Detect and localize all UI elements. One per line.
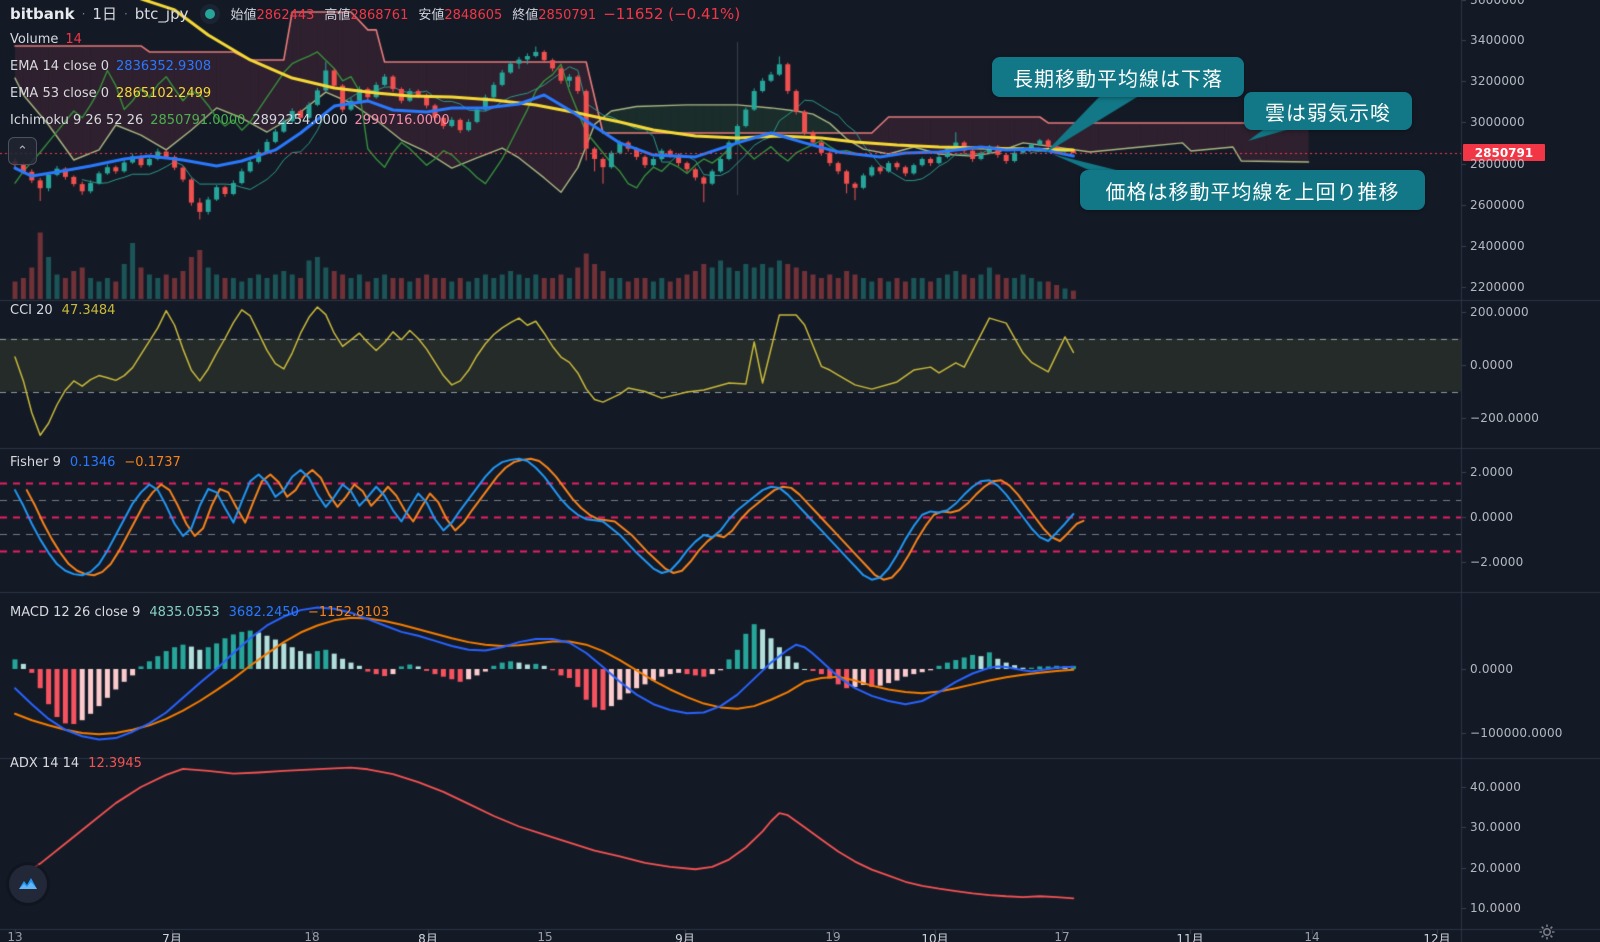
ohlc-value: 2868761 (350, 8, 409, 23)
ichimoku-label: Ichimoku 9 26 52 26 (10, 113, 144, 128)
ohlc-item: 始値2862443 (231, 4, 315, 23)
ohlc-value: 2862443 (256, 8, 315, 23)
price-axis-label: 2800000 (1470, 157, 1525, 171)
annotation-cloud-bearish[interactable]: 雲は弱気示唆 (1244, 92, 1412, 130)
ohlc-label: 終値 (512, 8, 539, 23)
adx-pane-header[interactable]: ADX 14 14 12.3945 (10, 756, 142, 771)
ema14-value: 2836352.9308 (116, 59, 212, 74)
macd-signal-value: −1152.8103 (307, 605, 390, 620)
ohlc-label: 始値 (230, 8, 257, 23)
time-axis-label: 8月 (418, 932, 438, 942)
ema53-label: EMA 53 close 0 (10, 86, 110, 101)
volume-value: 14 (65, 32, 82, 47)
ichimoku-indicator-row[interactable]: Ichimoku 9 26 52 26 2850791.0000 2892254… (10, 113, 450, 128)
pane-collapse-button[interactable]: ⌃ (8, 137, 37, 165)
fisher-axis-label: −2.0000 (1470, 555, 1524, 569)
ohlc-label: 高値 (324, 8, 351, 23)
cci-pane-header[interactable]: CCI 20 47.3484 (10, 303, 115, 318)
macd-line-value: 3682.2450 (228, 605, 299, 620)
price-axis-label: 3200000 (1470, 74, 1525, 88)
chevron-up-icon: ⌃ (17, 143, 28, 159)
separator: · (123, 6, 128, 21)
annotation-price-above-ma[interactable]: 価格は移動平均線を上回り推移 (1080, 170, 1425, 210)
time-axis-label: 11月 (1176, 932, 1204, 942)
adx-axis-label: 30.0000 (1470, 820, 1522, 834)
time-axis-label: 19 (825, 930, 841, 942)
adx-axis-label: 20.0000 (1470, 861, 1522, 875)
time-axis-label: 14 (1304, 930, 1320, 942)
volume-label: Volume (10, 32, 59, 47)
price-change: −11652 (−0.41%) (603, 4, 741, 23)
macd-pane-header[interactable]: MACD 12 26 close 9 4835.0553 3682.2450 −… (10, 605, 389, 620)
volume-indicator-row[interactable]: Volume 14 (10, 32, 82, 47)
cci-axis-label: −200.0000 (1470, 411, 1540, 425)
market-status-icon (199, 3, 220, 24)
fisher-label: Fisher 9 (10, 455, 61, 470)
adx-value: 12.3945 (88, 756, 142, 771)
ohlc-value: 2850791 (538, 8, 597, 23)
fisher-value: 0.1346 (69, 455, 116, 470)
adx-axis-label: 40.0000 (1470, 780, 1522, 794)
ema14-label: EMA 14 close 0 (10, 59, 110, 74)
adx-axis-label: 10.0000 (1470, 901, 1522, 915)
ohlc-item: 高値2868761 (324, 4, 408, 23)
exchange-name: bitbank (10, 4, 75, 23)
price-axis-label: 3600000 (1470, 0, 1525, 7)
timeframe-selector[interactable]: 1日 (92, 5, 117, 23)
ema53-indicator-row[interactable]: EMA 53 close 0 2865102.2499 (10, 86, 211, 101)
fisher-axis-label: 2.0000 (1470, 465, 1514, 479)
time-axis-label: 9月 (675, 932, 695, 942)
time-axis-label: 7月 (162, 932, 182, 942)
watermark-logo-button[interactable] (9, 865, 47, 903)
ichimoku-value-3: 2990716.0000 (354, 113, 450, 128)
fisher-pane-header[interactable]: Fisher 9 0.1346 −0.1737 (10, 455, 181, 470)
ichimoku-value-2: 2892254.0000 (252, 113, 348, 128)
last-price-label: 2850791 (1463, 144, 1545, 161)
separator: · (81, 6, 86, 21)
cci-value: 47.3484 (61, 303, 116, 318)
time-axis-label: 12月 (1423, 932, 1451, 942)
macd-hist-value: 4835.0553 (149, 605, 220, 620)
price-axis-label: 3400000 (1470, 33, 1525, 47)
ema14-indicator-row[interactable]: EMA 14 close 0 2836352.9308 (10, 59, 211, 74)
time-axis-label: 13 (7, 930, 23, 942)
time-axis-label: 17 (1054, 930, 1070, 942)
price-axis-label: 2200000 (1470, 280, 1525, 294)
fisher-trigger-value: −0.1737 (124, 455, 181, 470)
time-axis[interactable]: 13 7月 18 8月 15 9月 19 10月 17 11月 14 12月 (0, 929, 1600, 942)
ohlc-item: 終値2850791 (512, 4, 596, 23)
cci-axis-label: 0.0000 (1470, 358, 1514, 372)
ichimoku-value-1: 2850791.0000 (150, 113, 246, 128)
fisher-axis-label: 0.0000 (1470, 510, 1514, 524)
ohlc-item: 安値2848605 (418, 4, 502, 23)
price-axis-label: 3000000 (1470, 115, 1525, 129)
settings-gear-icon[interactable] (1538, 923, 1556, 941)
annotation-ma-falling[interactable]: 長期移動平均線は下落 (992, 57, 1244, 97)
price-axis-label: 2400000 (1470, 239, 1525, 253)
adx-label: ADX 14 14 (10, 756, 80, 771)
time-axis-label: 18 (304, 930, 320, 942)
ohlc-label: 安値 (418, 8, 445, 23)
macd-axis-label: 0.0000 (1470, 662, 1514, 676)
ema53-value: 2865102.2499 (116, 86, 212, 101)
cci-label: CCI 20 (10, 303, 53, 318)
price-axis-label: 2600000 (1470, 198, 1525, 212)
macd-label: MACD 12 26 close 9 (10, 605, 141, 620)
ohlc-value: 2848605 (444, 8, 503, 23)
symbol-header[interactable]: bitbank · 1日 · btc_jpy 始値2862443 高値286876… (10, 3, 740, 24)
ohlc-values: 始値2862443 高値2868761 安値2848605 終値2850791 (231, 4, 597, 23)
mountain-chart-icon (19, 878, 37, 889)
pair-name: btc_jpy (134, 4, 189, 23)
macd-axis-label: −100000.0000 (1470, 726, 1563, 740)
time-axis-label: 10月 (921, 932, 949, 942)
cci-axis-label: 200.0000 (1470, 305, 1529, 319)
time-axis-label: 15 (537, 930, 553, 942)
